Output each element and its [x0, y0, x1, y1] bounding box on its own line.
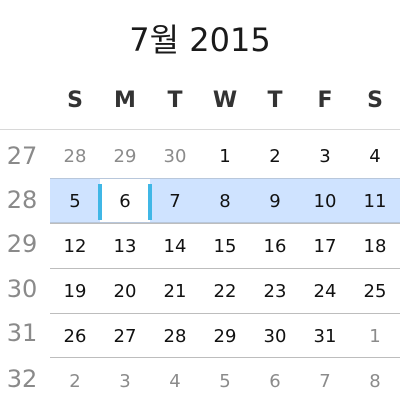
- week-number: 32: [6, 365, 38, 393]
- calendar-day[interactable]: 18: [363, 236, 387, 257]
- calendar-day[interactable]: 19: [63, 281, 87, 302]
- calendar-day-other-month[interactable]: 8: [369, 371, 381, 392]
- calendar-day-other-month[interactable]: 28: [63, 146, 87, 167]
- calendar-day[interactable]: 22: [213, 281, 237, 302]
- calendar-day[interactable]: 14: [163, 236, 187, 257]
- calendar-day[interactable]: 17: [313, 236, 337, 257]
- weekday-friday: F: [317, 88, 333, 113]
- calendar-day[interactable]: 5: [69, 191, 81, 212]
- calendar-day[interactable]: 20: [113, 281, 137, 302]
- calendar-day[interactable]: 21: [163, 281, 187, 302]
- month-year-title: 7월 2015: [129, 21, 271, 59]
- week-divider: [50, 357, 400, 358]
- calendar-day[interactable]: 7: [169, 191, 181, 212]
- week-divider: [50, 268, 400, 269]
- weekday-header: S M T W T F S: [50, 84, 400, 118]
- weekday-monday: M: [114, 88, 136, 113]
- calendar-day[interactable]: 23: [263, 281, 287, 302]
- week-number: 30: [6, 275, 38, 303]
- selected-day-left-marker: [98, 184, 102, 220]
- calendar-day-selected[interactable]: 6: [119, 191, 131, 212]
- calendar-day-other-month[interactable]: 6: [269, 371, 281, 392]
- selected-day-right-marker: [148, 184, 152, 220]
- selected-day-cell[interactable]: [100, 178, 150, 223]
- calendar-day[interactable]: 31: [313, 326, 337, 347]
- week-number: 28: [6, 186, 38, 214]
- weekday-thursday: T: [267, 88, 283, 113]
- calendar-day[interactable]: 28: [163, 326, 187, 347]
- week-number: 27: [6, 142, 38, 170]
- calendar-day-other-month[interactable]: 29: [113, 146, 137, 167]
- weekday-sunday: S: [67, 88, 83, 113]
- calendar-day[interactable]: 3: [319, 146, 331, 167]
- calendar-day[interactable]: 9: [269, 191, 281, 212]
- weekday-saturday: S: [367, 88, 383, 113]
- weekday-wednesday: W: [212, 88, 238, 113]
- calendar-day[interactable]: 2: [269, 146, 281, 167]
- calendar-day[interactable]: 27: [113, 326, 137, 347]
- calendar-top-divider: [0, 129, 400, 130]
- calendar-day[interactable]: 24: [313, 281, 337, 302]
- calendar-day-other-month[interactable]: 2: [69, 371, 81, 392]
- calendar-day[interactable]: 15: [213, 236, 237, 257]
- calendar-day[interactable]: 10: [313, 191, 337, 212]
- calendar-day[interactable]: 26: [63, 326, 87, 347]
- calendar-day-other-month[interactable]: 5: [219, 371, 231, 392]
- week-number: 29: [6, 230, 38, 258]
- selected-week-border: [50, 178, 400, 223]
- calendar-day[interactable]: 30: [263, 326, 287, 347]
- calendar-day[interactable]: 1: [219, 146, 231, 167]
- calendar-day-other-month[interactable]: 30: [163, 146, 187, 167]
- calendar-day[interactable]: 13: [113, 236, 137, 257]
- calendar-day[interactable]: 11: [363, 191, 387, 212]
- calendar-day[interactable]: 4: [369, 146, 381, 167]
- calendar-day[interactable]: 8: [219, 191, 231, 212]
- calendar-day[interactable]: 12: [63, 236, 87, 257]
- calendar-day-other-month[interactable]: 3: [119, 371, 131, 392]
- calendar-day[interactable]: 25: [363, 281, 387, 302]
- weekday-tuesday: T: [167, 88, 183, 113]
- week-divider: [50, 313, 400, 314]
- calendar-day[interactable]: 29: [213, 326, 237, 347]
- calendar-day-other-month[interactable]: 7: [319, 371, 331, 392]
- week-number: 31: [6, 319, 38, 347]
- calendar-day-other-month[interactable]: 1: [369, 326, 381, 347]
- calendar-day[interactable]: 16: [263, 236, 287, 257]
- calendar-day-other-month[interactable]: 4: [169, 371, 181, 392]
- week-divider: [50, 223, 400, 224]
